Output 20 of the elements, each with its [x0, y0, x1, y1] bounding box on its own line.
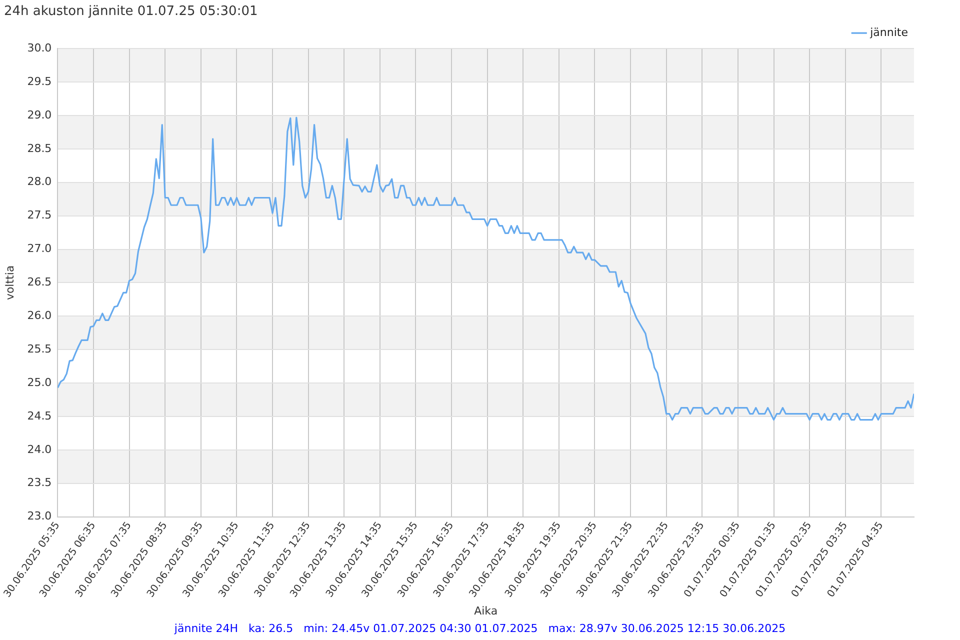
chart-title: 24h akuston jännite 01.07.25 05:30:01 — [4, 4, 258, 20]
y-tick-label: 26.0 — [27, 309, 52, 322]
y-tick-label: 29.0 — [27, 108, 52, 122]
y-tick-label: 23.0 — [27, 510, 52, 523]
y-tick-label: 25.0 — [27, 376, 52, 389]
y-axis-title: volttia — [3, 265, 16, 300]
x-axis-title: Aika — [474, 604, 498, 618]
y-tick-label: 27.0 — [27, 242, 52, 256]
y-tick-label: 24.5 — [27, 409, 52, 422]
y-tick-label: 24.0 — [27, 442, 52, 456]
y-tick-label: 28.5 — [27, 142, 52, 155]
y-tick-label: 23.5 — [27, 476, 52, 490]
y-tick-label: 27.5 — [27, 208, 52, 222]
text: jännite 24H ka: 26.5 min: 24.45v 01.07.2025 04:30 01.07.2025 max: 28.97v 30.06.2025 12:15 30.06.2025 — [173, 622, 786, 635]
legend-label: jännite — [869, 26, 908, 39]
y-tick-label: 30.0 — [27, 41, 52, 54]
y-tick-label: 28.0 — [27, 175, 52, 188]
y-tick-label: 26.5 — [27, 276, 52, 289]
y-tick-label: 29.5 — [27, 74, 52, 88]
y-tick-label: 25.5 — [27, 342, 52, 356]
